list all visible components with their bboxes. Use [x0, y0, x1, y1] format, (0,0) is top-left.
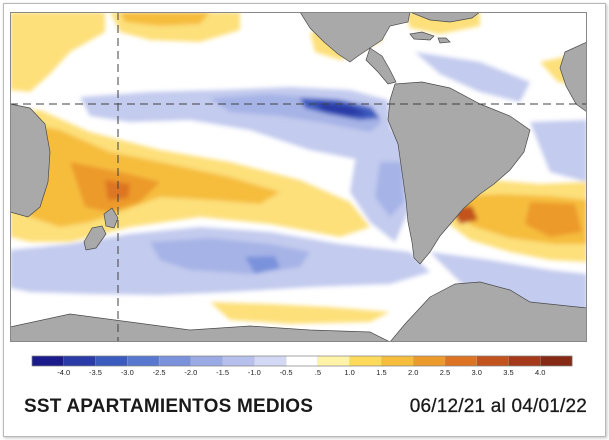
color-scale-legend: -4.0 -3.5 -3.0 -2.5 -2.0 -1.5 -1.0 -0.5 .5 1.0 1.5…	[31, 355, 573, 377]
legend-tick-label: -4.0	[57, 368, 70, 377]
legend-swatch	[63, 355, 97, 367]
legend-tick-label: -3.0	[121, 368, 134, 377]
legend-tick-label: 2.5	[440, 368, 450, 377]
antarctica	[10, 313, 391, 342]
anomaly-fields	[10, 12, 587, 324]
legend-swatch	[508, 355, 541, 367]
new-zealand-north	[103, 207, 119, 229]
north-america	[299, 12, 411, 63]
legend-tick-label: 4.0	[535, 368, 545, 377]
legend-swatch	[317, 355, 351, 367]
land-masses	[10, 12, 587, 342]
legend-swatch	[95, 355, 128, 367]
sst-anomaly-map	[10, 12, 587, 342]
warm-region-north	[10, 12, 105, 92]
legend-tick-label: -1.0	[248, 368, 261, 377]
legend-tick-label: 2.0	[408, 368, 418, 377]
legend-tick-label: -3.5	[89, 368, 102, 377]
legend-tick-label: -0.5	[280, 368, 293, 377]
legend-tick-label: 1.5	[376, 368, 386, 377]
legend-swatch	[158, 355, 192, 367]
legend-swatch	[190, 355, 224, 367]
legend-tick-label: -1.5	[216, 368, 229, 377]
legend-tick-label: .5	[315, 368, 321, 377]
caption-date-range: 06/12/21 al 04/01/22	[409, 396, 587, 417]
legend-tick-label: 3.5	[503, 368, 513, 377]
new-zealand-south	[83, 225, 107, 251]
legend-swatch	[349, 355, 382, 367]
south-america	[387, 81, 531, 265]
caption-title: SST APARTAMIENTOS MEDIOS	[24, 396, 314, 417]
legend-tick-label: 1.0	[344, 368, 354, 377]
legend-swatch	[31, 355, 65, 367]
legend-swatch	[476, 355, 510, 367]
legend-tick-label: -2.5	[153, 368, 166, 377]
australia	[10, 103, 51, 218]
legend-tick-label: -2.0	[184, 368, 197, 377]
legend-tick-labels: -4.0 -3.5 -3.0 -2.5 -2.0 -1.5 -1.0 -0.5 .5 1.0 1.5…	[57, 368, 545, 377]
legend-swatch	[540, 355, 573, 367]
antarctica-peninsula	[389, 281, 587, 342]
legend-swatch	[127, 355, 160, 367]
legend-outline	[31, 355, 573, 367]
legend-swatch	[444, 355, 478, 367]
legend-color-bar	[31, 355, 573, 367]
legend-tick-label: 3.0	[471, 368, 481, 377]
legend-swatch	[381, 355, 414, 367]
caption: SST APARTAMIENTOS MEDIOS 06/12/21 al 04/…	[0, 396, 609, 426]
legend-swatch	[413, 355, 446, 367]
legend-swatch	[254, 355, 287, 367]
legend-swatch	[222, 355, 255, 367]
legend-swatch	[285, 355, 319, 367]
caribbean-islands	[409, 31, 435, 41]
